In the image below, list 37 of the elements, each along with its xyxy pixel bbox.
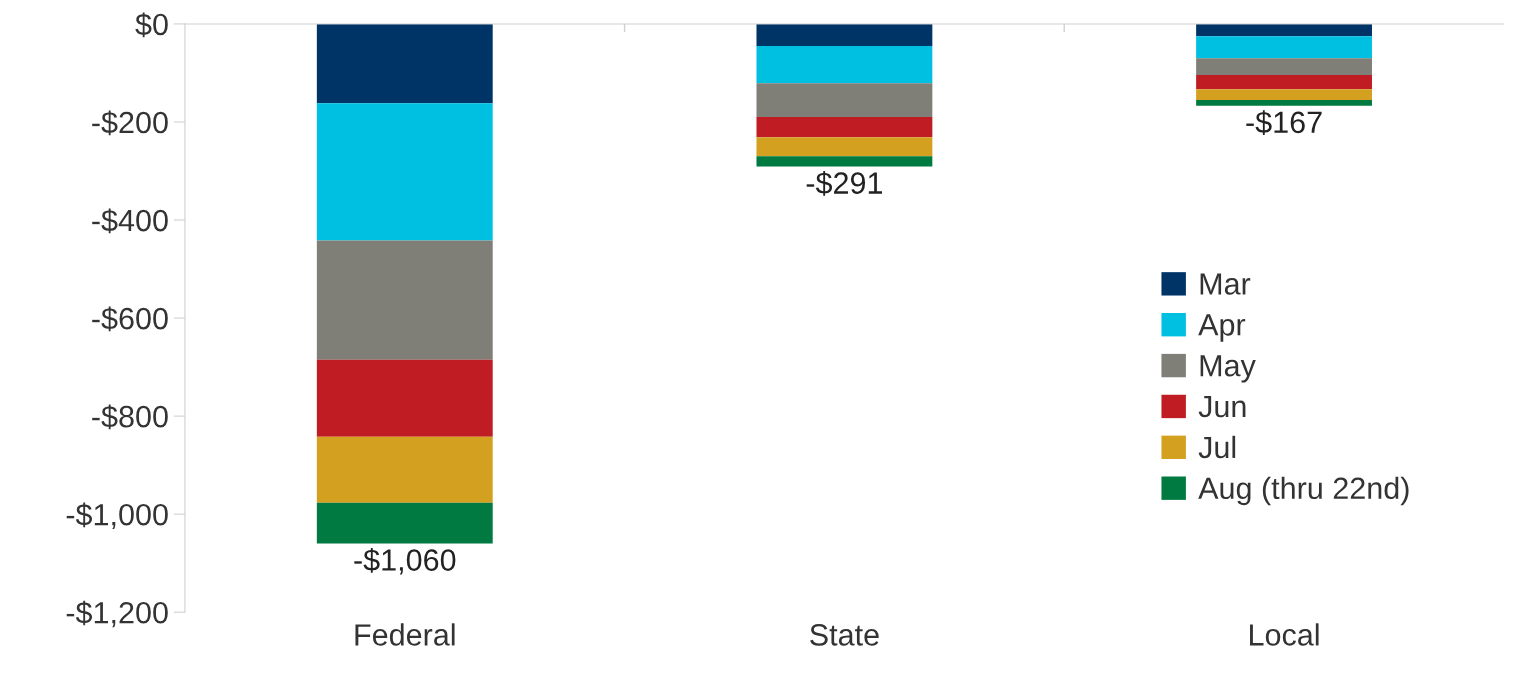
x-tick-label: Federal	[355, 623, 455, 646]
y-tick-label: -$400	[92, 208, 168, 234]
y-tick-label: -$800	[92, 404, 168, 430]
legend-label: Aug (thru 22nd)	[1198, 476, 1409, 506]
bar	[316, 359, 493, 437]
y-tick-label: -$600	[92, 306, 168, 332]
legend-label: May	[1200, 355, 1256, 383]
legend-label: Mar	[1200, 273, 1251, 295]
bar	[756, 83, 933, 118]
bar	[316, 436, 493, 503]
x-tick-label: Local	[1250, 623, 1319, 646]
y-tick-label: -$200	[92, 110, 168, 136]
total-label: -$1,060	[354, 547, 456, 575]
bar	[1196, 74, 1372, 90]
bar	[1196, 36, 1372, 59]
total-label: -$291	[806, 171, 882, 196]
legend-label: Apr	[1198, 314, 1246, 342]
bar	[1196, 58, 1372, 75]
bar	[756, 137, 933, 157]
bar	[756, 117, 933, 138]
y-tick-label: -$1,200	[66, 600, 168, 628]
total-label: -$167	[1246, 110, 1322, 135]
bar	[1196, 23, 1372, 37]
bar	[316, 240, 493, 360]
legend-label: Jul	[1198, 435, 1236, 459]
bar	[316, 502, 493, 544]
bar	[1196, 99, 1372, 106]
legend-label: Jun	[1198, 396, 1246, 418]
bar	[756, 156, 933, 167]
y-tick-label: $0	[135, 12, 168, 38]
bar	[756, 23, 933, 46]
y-tick-label: -$1,000	[66, 502, 168, 530]
bar	[316, 23, 493, 104]
bar	[1196, 89, 1372, 100]
bar	[756, 46, 933, 84]
bar	[316, 103, 493, 241]
x-tick-label: State	[810, 624, 879, 646]
